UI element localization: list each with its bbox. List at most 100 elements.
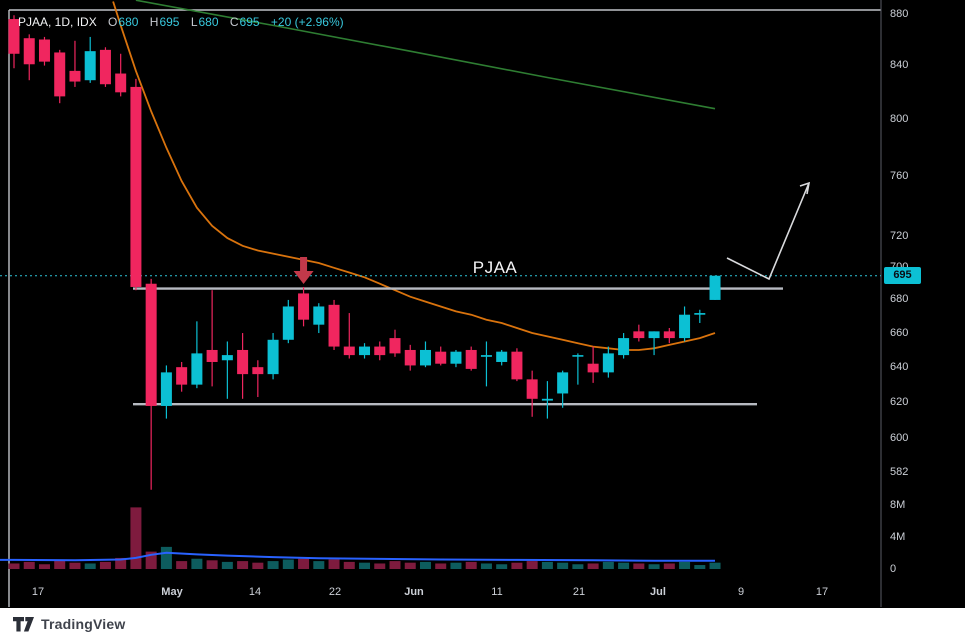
volume-bar [313,561,325,569]
price-tick: 880 [890,7,909,20]
candle-body [115,73,127,93]
ohlc-close-key: C [229,15,239,29]
projection-arrow[interactable] [726,181,811,281]
volume-bar [648,564,660,569]
candle-body [633,331,645,339]
volume-bar [54,560,66,569]
volume-bar [496,564,508,569]
volume-tick: 8M [890,499,906,512]
candle-body [282,306,294,340]
candle-body [343,346,355,356]
volume-bar [221,561,233,569]
volume-bar [267,561,279,569]
candle-body [313,306,325,325]
orange-ma-line [112,1,716,351]
time-tick: 11 [491,586,503,598]
volume-bar [145,551,157,569]
volume-bar [694,565,706,569]
volume-bar [572,564,584,569]
volume-ma-line [0,551,715,562]
time-tick: 17 [31,586,45,598]
time-tick: 9 [737,586,745,598]
candle-body [602,353,614,373]
volume-bar [343,561,355,569]
candle-body [23,38,35,65]
volume-bar [709,562,721,569]
candle-body [694,313,706,315]
chart-canvas[interactable]: PJAA, 1D, IDX O680 H695 L680 C695 +20 (+… [0,0,965,608]
candle-body [709,275,721,300]
candle-body [160,372,172,406]
volume-bar [359,562,371,569]
candle-body [99,49,111,85]
volume-bar [465,561,477,569]
candle-body [221,355,233,361]
price-tick: 620 [890,395,909,408]
volume-bar [206,560,218,569]
volume-bar [38,564,50,569]
candle-body [419,349,431,366]
candle-body [465,349,477,369]
volume-bar [633,563,645,569]
time-tick: Jun [404,586,424,598]
price-tick: 600 [890,432,909,445]
time-tick: 21 [572,586,586,598]
candle-body [480,355,492,357]
candle-body [557,372,569,394]
change-value: +20 (+2.96%) [270,15,344,29]
ohlc-high-value: 695 [159,15,180,29]
candle-body [679,314,691,339]
volume-tick: 4M [890,530,906,543]
candle-body [38,39,50,62]
candle-body [176,367,188,385]
volume-bar [252,562,264,569]
candle-body [663,331,675,339]
candle-body [252,367,264,375]
ohlc-close-value: 695 [239,15,260,29]
bottom-bar: TradingView [0,608,965,643]
symbol-title[interactable]: PJAA, 1D, IDX [18,15,97,29]
volume-bar [602,561,614,569]
volume-bar [511,562,523,569]
price-tick: 660 [890,326,909,339]
volume-bar [679,561,691,569]
candle-body [191,353,203,385]
price-tick: 680 [890,293,909,306]
candle-body [145,283,157,406]
candle-body [618,338,630,356]
green-ma-line [135,0,716,110]
tradingview-logo[interactable]: TradingView [13,616,125,632]
candle-body [511,351,523,380]
red-down-arrow[interactable] [293,257,314,284]
volume-bar [663,563,675,569]
volume-bar [541,561,553,569]
volume-bar [526,561,538,569]
volume-bar [328,559,340,569]
price-tick: 720 [890,230,909,243]
pjaa-text-annotation[interactable]: PJAA [472,258,518,277]
volume-bar [160,546,172,569]
price-tick: 760 [890,170,909,183]
volume-bar [99,561,111,569]
chart-plot[interactable] [0,0,965,608]
price-tick: 582 [890,466,909,479]
candle-body [496,351,508,362]
candle-body [237,349,249,375]
candle-body [389,338,401,354]
ohlc-high-key: H [149,15,159,29]
time-tick: May [161,586,183,598]
time-tick: 14 [248,586,262,598]
volume-bar [450,562,462,569]
volume-bar [130,507,142,569]
volume-bar [298,558,310,569]
candle-body [267,339,279,375]
volume-bar [237,561,249,569]
candle-body [359,346,371,356]
volume-bar [23,561,35,569]
volume-bar [115,557,127,569]
time-tick: Jul [650,586,666,598]
candle-body [130,86,142,287]
candle-body [541,398,553,401]
symbol-legend[interactable]: PJAA, 1D, IDX O680 H695 L680 C695 +20 (+… [18,15,344,29]
